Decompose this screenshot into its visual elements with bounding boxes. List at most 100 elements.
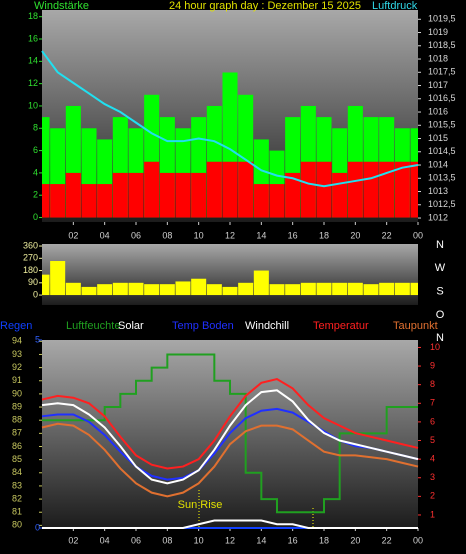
bar [42, 184, 50, 218]
x-tick-label: 08 [162, 230, 172, 240]
compass-label: O [436, 309, 445, 321]
tick-label: 10 [28, 100, 38, 110]
compass-label: W [435, 262, 446, 274]
tick-label: 87 [12, 428, 22, 438]
legend-label: Temp Boden [172, 320, 234, 332]
tick-label: 1018,5 [428, 40, 456, 50]
chart-title: 24 hour graph day : Dezember 15 2025 [169, 0, 361, 12]
bar [253, 270, 269, 296]
tick-label: 1012 [428, 212, 448, 222]
bar [332, 172, 348, 218]
x-tick-label: 04 [100, 535, 110, 545]
tick-label: 94 [12, 336, 22, 346]
series-line [42, 519, 418, 529]
bar [42, 117, 50, 218]
x-tick-label: 14 [256, 230, 266, 240]
bar [97, 284, 113, 296]
series-line [42, 353, 418, 514]
bar [65, 172, 81, 218]
bar [332, 282, 348, 296]
bar [347, 161, 363, 218]
bar [379, 282, 395, 296]
x-tick-label: 04 [100, 230, 110, 240]
bar [410, 282, 418, 296]
y2-axis-title: Luftdruck [372, 0, 418, 12]
tick-label: 1015,5 [428, 120, 456, 130]
x-tick-label: 02 [68, 230, 78, 240]
tick-label: 1017 [428, 80, 448, 90]
bar [206, 161, 222, 218]
x-tick-label: 08 [162, 535, 172, 545]
x-tick-label: 10 [194, 535, 204, 545]
legend-label: Taupunkt [393, 320, 438, 332]
tick-label: 86 [12, 441, 22, 451]
x-tick-label: 12 [225, 535, 235, 545]
series-line [41, 422, 419, 498]
tick-label: 82 [12, 493, 22, 503]
bar [363, 161, 379, 218]
tick-label: 360 [23, 240, 38, 250]
bar [285, 284, 301, 296]
bar [128, 172, 144, 218]
tick-label: 0 [33, 212, 38, 222]
tick-label: 84 [12, 467, 22, 477]
bar [50, 184, 66, 218]
bar [363, 284, 379, 296]
tick-label: 3 [430, 472, 435, 482]
tick-label: 80 [12, 520, 22, 530]
tick-label: 180 [23, 265, 38, 275]
tick-label: 1019 [428, 27, 448, 37]
bar [42, 274, 50, 296]
tick-label: 0 [35, 522, 40, 532]
bar [253, 184, 269, 218]
series-line [41, 389, 419, 485]
legend-label: Luftfeuchte [66, 320, 120, 332]
bar [222, 161, 238, 218]
bar [316, 282, 332, 296]
tick-label: 92 [12, 362, 22, 372]
tick-label: 1016 [428, 106, 448, 116]
tick-label: 6 [33, 145, 38, 155]
bar [269, 284, 285, 296]
annotation: Sun Rise [178, 499, 223, 511]
x-tick-label: 00 [413, 230, 423, 240]
legend-label: Windchill [245, 320, 289, 332]
tick-label: 9 [430, 360, 435, 370]
plot-area [42, 244, 418, 305]
x-tick-label: 12 [225, 230, 235, 240]
x-tick-label: 02 [68, 535, 78, 545]
tick-label: 6 [430, 416, 435, 426]
tick-label: 270 [23, 253, 38, 263]
bar [50, 261, 66, 296]
x-tick-label: 18 [319, 230, 329, 240]
tick-label: 7 [430, 398, 435, 408]
tick-label: 18 [28, 11, 38, 21]
bar [269, 184, 285, 218]
bar [144, 161, 160, 218]
tick-label: 5 [430, 435, 435, 445]
bar [347, 282, 363, 296]
series-line [41, 50, 419, 188]
bar [128, 282, 144, 296]
bar [285, 172, 301, 218]
legend-label: Solar [118, 320, 144, 332]
bar [394, 282, 410, 296]
bar [175, 281, 191, 296]
bar [175, 172, 191, 218]
y-axis-title: Windstärke [34, 0, 89, 12]
bar [206, 284, 222, 296]
series-line [41, 378, 419, 470]
bar [159, 284, 175, 296]
tick-label: 1018 [428, 53, 448, 63]
bar [81, 184, 97, 218]
bar [112, 172, 128, 218]
bar [81, 286, 97, 296]
bar [65, 282, 81, 296]
tick-label: 8 [33, 123, 38, 133]
x-tick-label: 18 [319, 535, 329, 545]
tick-label: 85 [12, 454, 22, 464]
series-line [41, 407, 419, 481]
legend-label: Regen [0, 320, 32, 332]
tick-label: 12 [28, 78, 38, 88]
